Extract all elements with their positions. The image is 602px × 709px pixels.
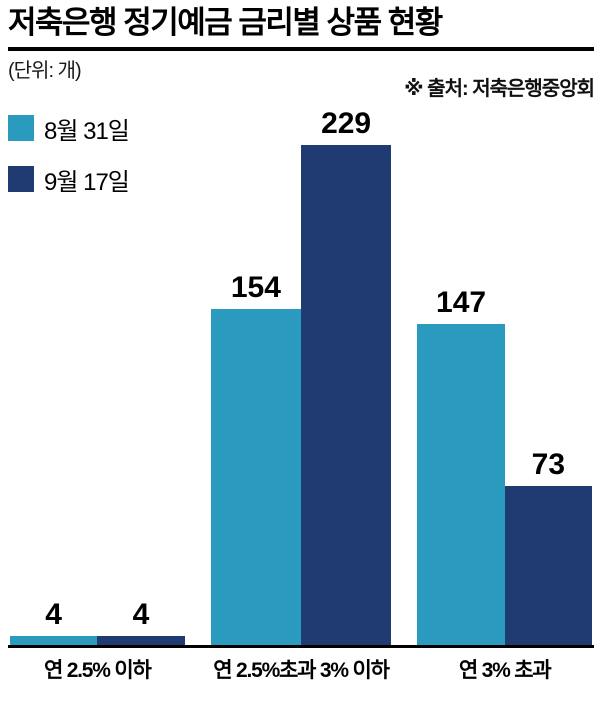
bar-wrap: 147 [417, 285, 505, 645]
category-label: 연 2.5% 이하 [43, 658, 152, 682]
bar [210, 308, 301, 645]
bar-wrap: 154 [210, 270, 301, 645]
bar-value-label: 147 [436, 285, 487, 319]
page-title: 저축은행 정기예금 금리별 상품 현황 [8, 5, 443, 40]
legend-label-sep17: 9월 17일 [44, 168, 130, 196]
legend-item-aug31: 8월 31일 [8, 111, 130, 146]
bar-plot-area: 4 4 154 229 147 73 [8, 103, 594, 648]
bar [417, 323, 505, 645]
bar-group: 154 229 [210, 106, 392, 645]
legend-item-sep17: 9월 17일 [8, 162, 130, 197]
title-underline [8, 46, 594, 51]
bar [10, 635, 98, 645]
bar [504, 485, 592, 645]
bar-chart: 8월 31일 9월 17일 4 4 154 229 147 73 연 2.5% 이하 연 2… [8, 103, 594, 684]
legend-label-aug31: 8월 31일 [44, 117, 130, 145]
category-label: 연 2.5%초과 3% 이하 [213, 658, 390, 682]
legend-swatch-sep17-icon [8, 166, 34, 193]
bar-wrap: 4 [97, 597, 185, 645]
bar-value-label: 229 [321, 106, 372, 140]
bar-value-label: 4 [45, 597, 62, 631]
source-label: ※ 출처: 저축은행중앙회 [404, 77, 595, 100]
category-label: 연 3% 초과 [458, 658, 552, 682]
bar [97, 635, 185, 645]
chart-legend: 8월 31일 9월 17일 [8, 111, 130, 197]
bar [301, 144, 392, 645]
bar-value-label: 73 [531, 447, 566, 481]
bar-value-label: 154 [230, 270, 281, 304]
category-axis: 연 2.5% 이하 연 2.5%초과 3% 이하 연 3% 초과 [8, 648, 594, 684]
unit-label: (단위: 개) [8, 59, 82, 82]
bar-wrap: 4 [10, 597, 98, 645]
legend-swatch-aug31-icon [8, 115, 34, 142]
bar-group: 147 73 [417, 285, 592, 645]
bar-wrap: 229 [301, 106, 392, 645]
bar-value-label: 4 [132, 597, 150, 631]
bar-wrap: 73 [504, 447, 592, 645]
subheader-row: (단위: 개) ※ 출처: 저축은행중앙회 [8, 54, 595, 101]
